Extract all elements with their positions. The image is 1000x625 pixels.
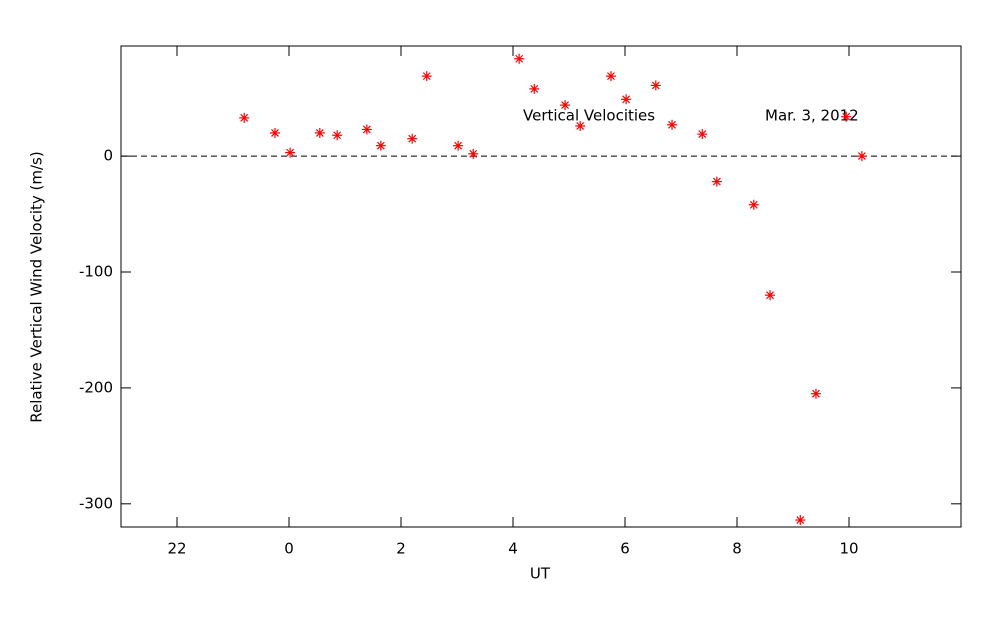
point-stroke (576, 122, 585, 130)
point-stroke (422, 72, 431, 81)
point (332, 130, 343, 141)
point-stroke (561, 101, 570, 110)
point (621, 94, 632, 105)
point-stroke (796, 516, 805, 524)
point (810, 388, 821, 399)
x-tick-label: 22 (167, 540, 186, 558)
point-stroke (454, 141, 463, 150)
annotation: Vertical Velocities (523, 107, 655, 125)
point-stroke (812, 389, 820, 398)
x-tick-label: 0 (284, 540, 294, 558)
point (575, 120, 586, 131)
plot-frame (120, 45, 962, 528)
point-stroke (698, 130, 707, 139)
x-tick-label: 10 (839, 540, 858, 558)
x-tick-label: 4 (508, 540, 518, 558)
point-stroke (408, 134, 417, 143)
point-stroke (607, 72, 615, 81)
y-tick-label: 0 (103, 147, 113, 165)
y-axis-label: Relative Vertical Wind Velocity (m/s) (28, 151, 46, 422)
point (748, 199, 759, 210)
point-stroke (286, 148, 295, 157)
y-tick-label: -300 (79, 494, 113, 512)
y-tick-label: -200 (79, 378, 113, 396)
point (765, 290, 776, 301)
x-tick-label: 2 (396, 540, 406, 558)
point-stroke (315, 129, 324, 137)
point-stroke (469, 149, 478, 158)
point (375, 140, 386, 151)
point (856, 151, 867, 162)
point-stroke (530, 84, 539, 93)
point-stroke (240, 113, 249, 122)
point-stroke (749, 200, 758, 209)
point (468, 148, 479, 159)
point-stroke (333, 131, 342, 140)
point (270, 127, 280, 138)
point (285, 147, 296, 158)
point (314, 127, 325, 138)
point (361, 124, 372, 135)
point (697, 129, 708, 140)
point-stroke (515, 54, 524, 63)
point (667, 119, 678, 130)
point (650, 80, 661, 91)
point-stroke (376, 141, 385, 150)
point-stroke (842, 112, 851, 121)
point (606, 71, 616, 82)
annotation: Mar. 3, 2012 (765, 107, 859, 125)
point (407, 133, 418, 144)
point (514, 53, 525, 64)
x-tick-label: 6 (620, 540, 630, 558)
point-stroke (651, 81, 660, 90)
x-tick-label: 8 (732, 540, 742, 558)
point (711, 176, 722, 187)
point (453, 140, 464, 151)
point-stroke (271, 129, 279, 137)
point-stroke (668, 120, 676, 129)
point-stroke (857, 152, 866, 161)
point (529, 83, 540, 94)
x-axis-label: UT (530, 565, 551, 583)
point (841, 111, 852, 122)
point (239, 112, 250, 123)
point (421, 71, 432, 82)
y-tick-label: -100 (79, 263, 113, 281)
point-stroke (622, 95, 631, 104)
point-stroke (362, 125, 371, 134)
point-stroke (766, 291, 774, 300)
point (795, 515, 806, 526)
point (560, 100, 571, 111)
point-stroke (712, 177, 721, 186)
